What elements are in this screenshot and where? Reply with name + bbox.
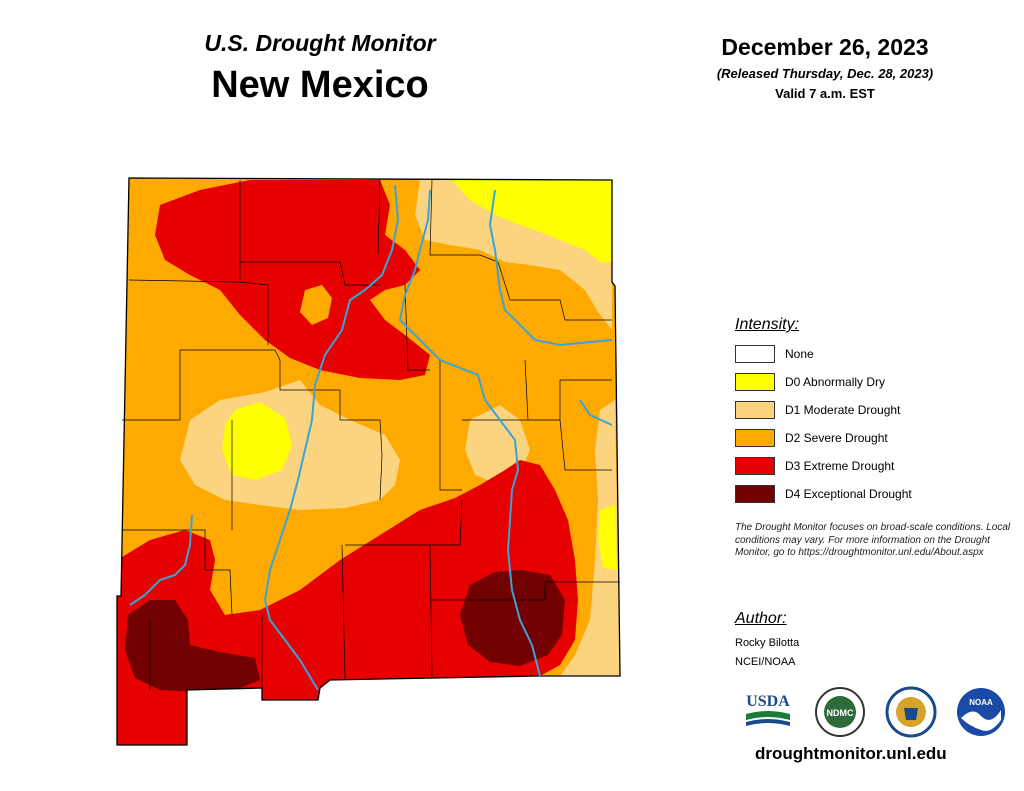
author-org: NCEI/NOAA [735, 656, 796, 668]
website-link[interactable]: droughtmonitor.unl.edu [755, 744, 947, 763]
legend-item-none: None [735, 343, 814, 365]
d0-area-east [598, 505, 617, 570]
d3-area-north [155, 180, 430, 380]
state-outline [116, 177, 621, 746]
noaa-logo: NOAA [957, 688, 1005, 736]
ndmc-logo-text: NDMC [827, 708, 854, 718]
legend-item-d4: D4 Exceptional Drought [735, 483, 912, 505]
disclaimer-note: The Drought Monitor focuses on broad-sca… [735, 522, 1011, 558]
legend-swatch [735, 373, 775, 391]
author-name: Rocky Bilotta [735, 637, 800, 649]
d2-hole-north [300, 285, 332, 325]
map-date: December 26, 2023 [721, 34, 929, 60]
author-heading: Author: [735, 610, 787, 627]
legend-swatch [735, 429, 775, 447]
usda-logo: USDA [746, 693, 790, 726]
legend-label: D0 Abnormally Dry [785, 375, 886, 389]
legend-item-d0: D0 Abnormally Dry [735, 371, 885, 393]
noaa-logo-text: NOAA [969, 698, 993, 707]
legend-title: Intensity: [735, 316, 800, 333]
legend-label: D3 Extreme Drought [785, 459, 895, 473]
legend-item-d1: D1 Moderate Drought [735, 399, 900, 421]
legend-swatch [735, 485, 775, 503]
d1-area-east [560, 400, 620, 676]
d4-area-southwest [125, 600, 260, 692]
legend-label: D2 Severe Drought [785, 431, 888, 445]
map-subtitle: U.S. Drought Monitor [204, 30, 436, 56]
legend-label: D4 Exceptional Drought [785, 487, 912, 501]
rivers [129, 184, 613, 691]
county-boundaries [122, 179, 620, 700]
legend-swatch [735, 401, 775, 419]
d0-area-northeast [452, 180, 612, 262]
legend-item-d3: D3 Extreme Drought [735, 455, 894, 477]
map-title: New Mexico [211, 64, 429, 106]
legend-item-d2: D2 Severe Drought [735, 427, 888, 449]
ndmc-logo: NDMC [815, 687, 865, 737]
usda-logo-text: USDA [746, 693, 790, 710]
d4-area-southeast [460, 570, 565, 666]
valid-time: Valid 7 a.m. EST [775, 86, 875, 101]
legend-swatch [735, 345, 775, 363]
legend-swatch [735, 457, 775, 475]
legend-label: None [785, 347, 814, 361]
d0-area-central [222, 402, 292, 480]
legend-label: D1 Moderate Drought [785, 403, 901, 417]
doc-seal-logo [885, 686, 937, 738]
release-date: (Released Thursday, Dec. 28, 2023) [716, 66, 934, 81]
